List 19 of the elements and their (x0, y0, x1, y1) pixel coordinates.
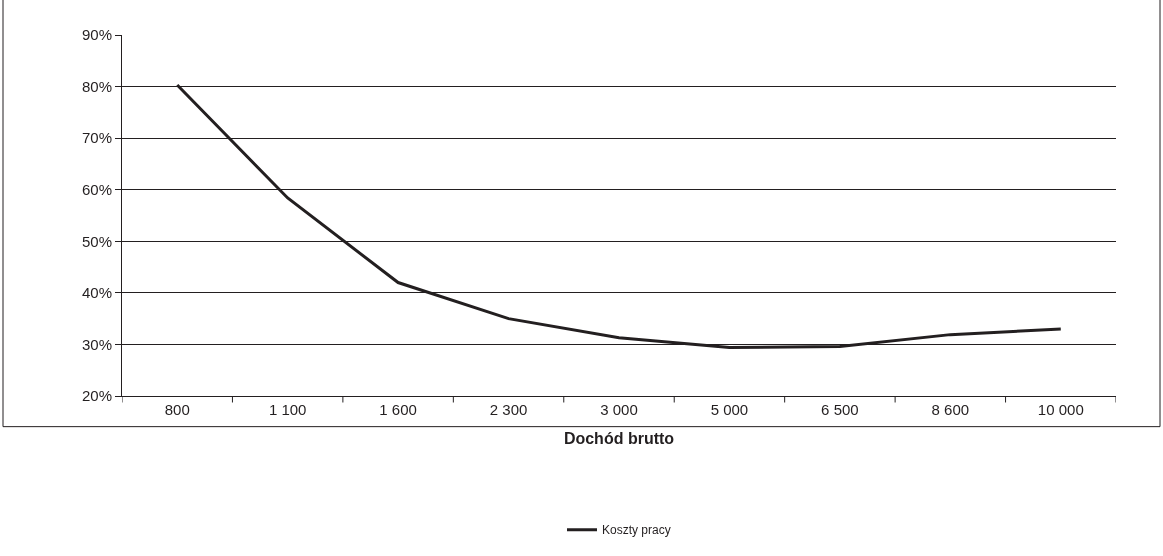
y-tick-label: 20% (81, 387, 112, 405)
x-tick-label: 1 600 (379, 401, 417, 418)
x-tick-label: 10 000 (1037, 401, 1084, 418)
y-tick-label: 30% (81, 335, 112, 353)
x-tick-label: 3 000 (600, 401, 638, 418)
x-tick-label: 5 000 (710, 401, 749, 418)
x-tick-label: 1 100 (268, 401, 307, 418)
y-tick-label: 60% (81, 180, 112, 198)
y-tick-label: 50% (81, 232, 112, 250)
x-tick-label: 6 500 (821, 401, 859, 418)
y-tick-label: 40% (81, 284, 112, 302)
x-axis-title: Dochód brutto (563, 429, 675, 447)
legend-label: Koszty pracy (602, 523, 671, 538)
y-tick-label: 90% (81, 26, 112, 44)
x-tick-label: 8 600 (931, 401, 970, 418)
x-tick-label: 2 300 (489, 401, 528, 418)
y-tick-label: 80% (81, 77, 112, 95)
x-tick-label: 800 (164, 401, 190, 418)
y-tick-label: 70% (81, 129, 112, 147)
